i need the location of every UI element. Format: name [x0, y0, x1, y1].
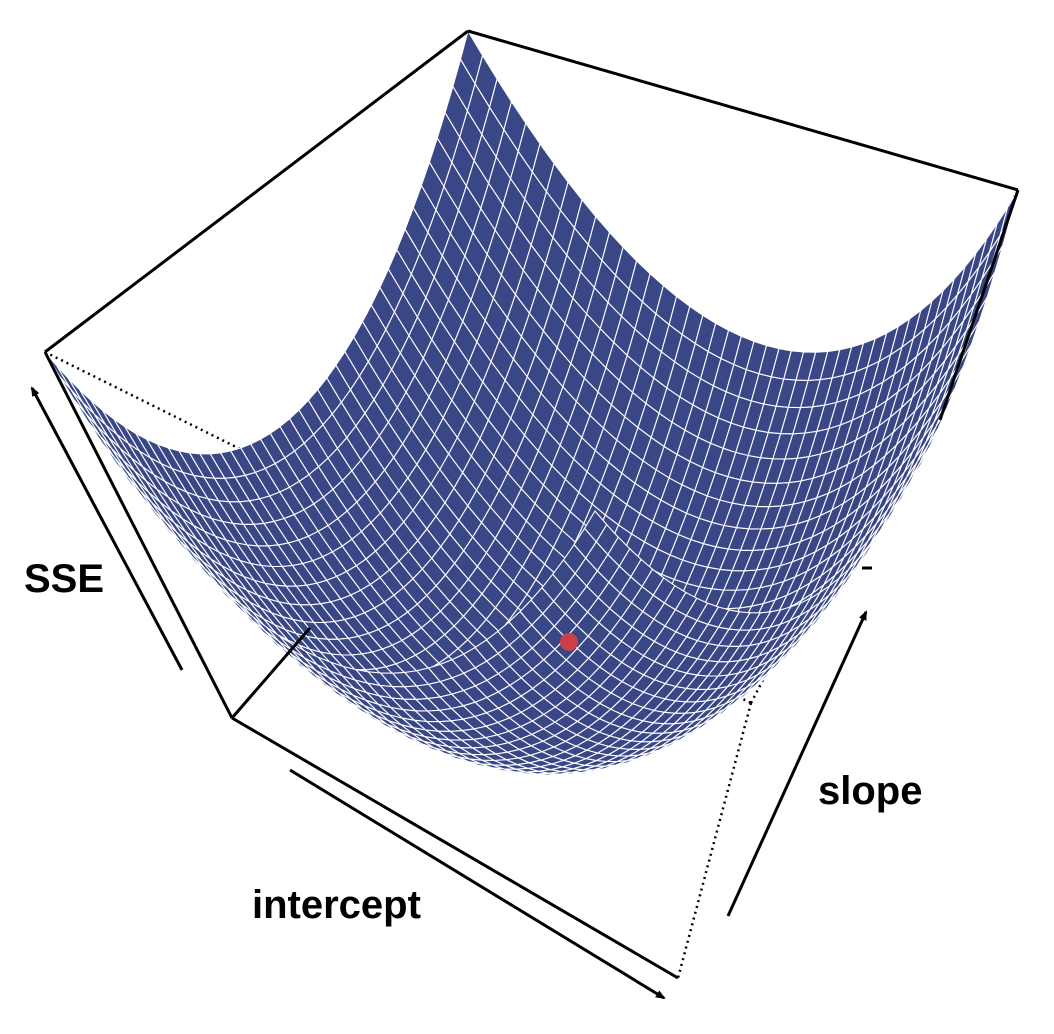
box-edge-top-left — [44, 29, 469, 354]
minimum-point — [560, 633, 578, 651]
box-edge-floor — [230, 627, 312, 719]
x-axis-label: intercept — [252, 883, 421, 927]
sse-axis-arrow — [30, 386, 184, 671]
box-edge-right — [938, 189, 1020, 421]
intercept-axis-arrow — [289, 768, 666, 1000]
z-axis-label: SSE — [24, 557, 104, 601]
box-edge-left — [43, 351, 234, 719]
axis-arrows — [30, 386, 868, 1000]
surface-mesh — [44, 29, 1019, 776]
box-edge-bottom-left — [231, 716, 679, 980]
y-axis-label: slope — [818, 769, 922, 813]
box-edge-front-vertical — [676, 702, 753, 979]
box-edge-top-right — [467, 29, 1019, 192]
slope-axis-arrow — [726, 610, 868, 917]
box-visible-edges — [43, 29, 1020, 980]
